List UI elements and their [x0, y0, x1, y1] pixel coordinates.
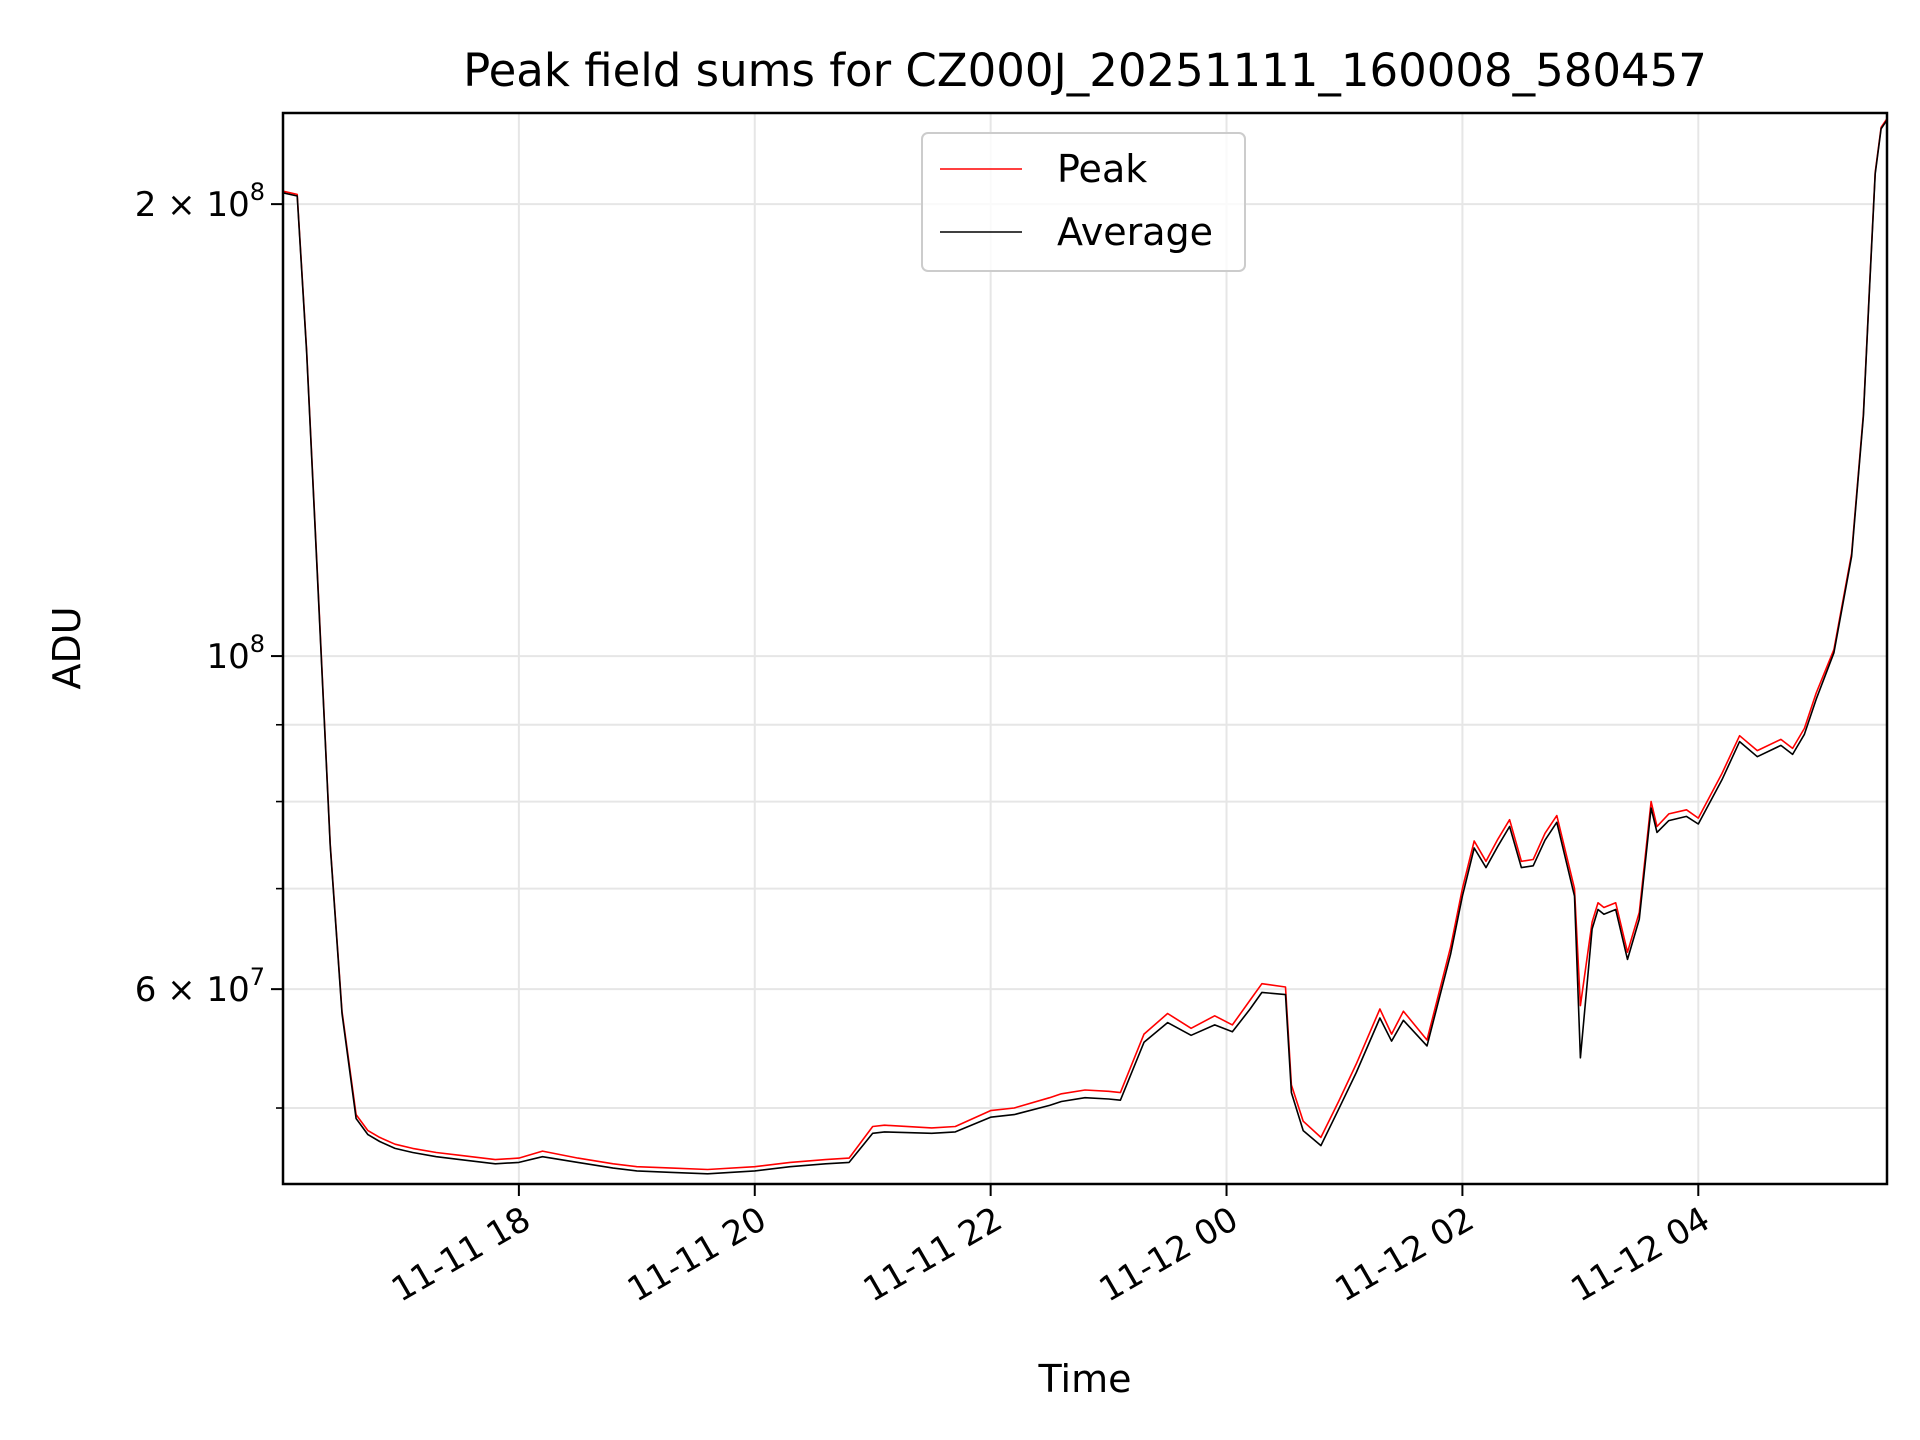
y-tick-label: 2 × 108	[135, 178, 265, 225]
y-tick-label: 6 × 107	[135, 963, 265, 1010]
y-tick-label-base: 6 × 10	[135, 970, 250, 1010]
y-tick-label-base: 10	[206, 637, 249, 677]
series-line-average	[282, 119, 1888, 1175]
y-tick-label-exponent: 8	[250, 630, 265, 658]
y-tick-label-base: 2 × 10	[135, 185, 250, 225]
y-axis-label: ADU	[45, 606, 89, 689]
x-axis-label: Time	[1038, 1357, 1132, 1401]
legend-peak-label: Peak	[1057, 147, 1147, 191]
legend: Peak Average	[921, 132, 1246, 272]
plot-frame	[281, 111, 1889, 1186]
grid	[283, 113, 1887, 1184]
y-tick-label: 108	[206, 630, 265, 677]
series-layer	[282, 118, 1888, 1175]
series-line-peak	[282, 118, 1888, 1171]
y-tick-label-exponent: 8	[250, 178, 265, 206]
y-tick-label-exponent: 7	[250, 963, 265, 991]
legend-box	[921, 132, 1246, 272]
chart-title: Peak field sums for CZ000J_20251111_1600…	[463, 44, 1707, 97]
legend-average-label: Average	[1057, 210, 1213, 254]
